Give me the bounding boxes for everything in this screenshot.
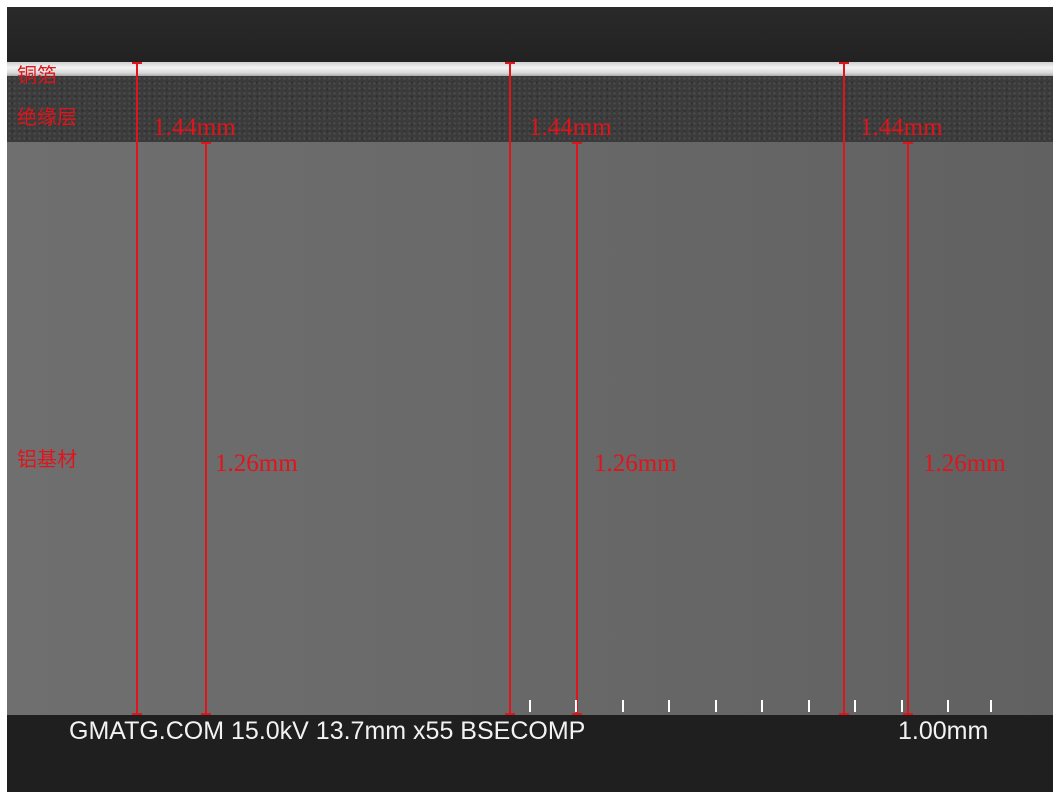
total-line-cap-top-2 [505,62,515,64]
sem-micrograph: 铜箔 绝缘层 铝基材 1.44mm 1.26mm 1.44mm 1.26mm 1… [7,7,1053,792]
scale-tick [808,700,810,712]
substrate-line-cap-top-2 [572,142,582,144]
substrate-line-cap-top-3 [903,142,913,144]
total-thickness-line-3 [843,62,845,715]
scale-tick [622,700,624,712]
scale-bar [527,700,997,714]
copper-foil-layer [7,62,1053,76]
total-line-cap-top-3 [839,62,849,64]
substrate-line-cap-bottom-3 [903,713,913,715]
scale-tick [990,700,992,712]
insulation-label: 绝缘层 [17,105,77,129]
total-thickness-label-2: 1.44mm [529,114,612,141]
instrument-info: GMATG.COM 15.0kV 13.7mm x55 BSECOMP [69,717,586,745]
scale-tick [715,700,717,712]
total-line-cap-bottom-1 [132,713,142,715]
total-line-cap-top-1 [132,62,142,64]
substrate-thickness-line-2 [576,142,578,715]
substrate-line-cap-top-1 [201,142,211,144]
scale-tick [854,700,856,712]
background-top [7,7,1053,62]
substrate-line-cap-bottom-1 [201,713,211,715]
copper-label: 铜箔 [17,63,57,87]
substrate-thickness-label-2: 1.26mm [594,450,677,477]
total-thickness-line-2 [509,62,511,715]
total-thickness-label-1: 1.44mm [153,114,236,141]
scale-tick [761,700,763,712]
scale-tick [901,700,903,712]
total-line-cap-bottom-2 [505,713,515,715]
insulation-layer [7,76,1053,142]
scale-tick [947,700,949,712]
aluminum-substrate-layer [7,142,1053,715]
info-bar [7,715,1053,792]
scale-bar-label: 1.00mm [898,717,989,745]
substrate-thickness-label-3: 1.26mm [923,450,1006,477]
substrate-line-cap-bottom-2 [572,713,582,715]
scale-tick [575,700,577,712]
total-line-cap-bottom-3 [839,713,849,715]
total-thickness-label-3: 1.44mm [860,114,943,141]
substrate-thickness-line-3 [907,142,909,715]
substrate-thickness-label-1: 1.26mm [215,450,298,477]
substrate-thickness-line-1 [205,142,207,715]
scale-tick [668,700,670,712]
scale-tick [529,700,531,712]
aluminum-label: 铝基材 [17,447,77,471]
total-thickness-line-1 [136,62,138,715]
